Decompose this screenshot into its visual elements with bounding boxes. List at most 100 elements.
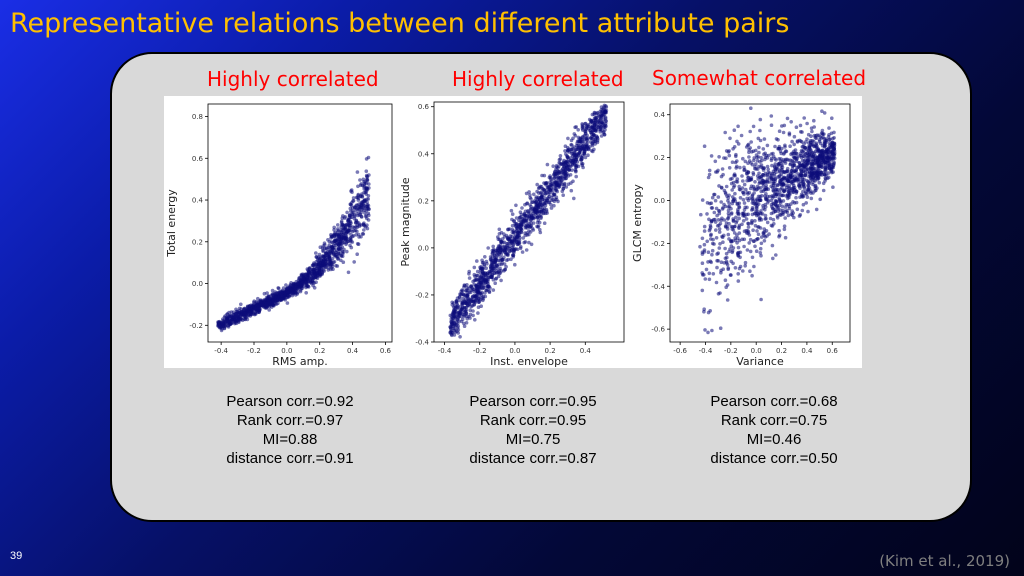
scatter-point [752,156,756,160]
scatter-point [809,149,813,153]
x-tick-label: 0.2 [776,347,787,355]
scatter-point [758,160,762,164]
scatter-point [748,269,752,273]
scatter-point [769,156,774,161]
scatter-point [805,195,810,199]
scatter-point [747,241,751,245]
scatter-points-2 [448,103,609,339]
scatter-point [737,184,741,189]
scatter-point [824,173,829,177]
scatter-point [700,250,705,254]
scatter-point [475,259,479,263]
scatter-point [756,194,761,199]
scatter-point [755,184,760,189]
scatter-point [545,211,549,215]
scatter-point [730,195,735,199]
scatter-point [803,173,808,177]
scatter-point [552,172,556,176]
scatter-point [723,130,727,135]
scatter-point [523,213,528,218]
scatter-point [756,177,760,181]
scatter-plot-3: -0.6 -0.4 -0.2 0.0 0.2 0.4 0.6 -0.6 -0.4 -0.2 0.0 0… [630,96,862,368]
scatter-point [355,211,359,216]
scatter-point [703,328,707,332]
scatter-point [460,288,464,292]
scatter-point [351,196,356,200]
scatter-point [566,145,570,150]
scatter-point [715,258,719,263]
plot-3-pearson: Pearson corr.=0.68 [710,393,838,410]
scatter-point [251,304,255,308]
scatter-point [735,202,739,206]
scatter-point [743,159,748,164]
scatter-point [340,223,344,227]
scatter-point [464,321,469,325]
scatter-point [573,125,577,130]
scatter-point [763,157,767,162]
scatter-point [732,173,736,178]
scatter-point [736,209,740,214]
x-axis-label: Variance [736,355,784,368]
scatter-point [818,153,822,158]
scatter-point [700,236,705,241]
scatter-point [776,209,781,213]
scatter-point [216,322,221,326]
scatter-point [547,175,552,180]
scatter-point [754,167,758,171]
scatter-point [338,246,343,251]
scatter-point [731,228,736,232]
x-tick-label: 0.6 [827,347,839,355]
scatter-point [314,280,318,284]
scatter-point [239,313,243,317]
scatter-point [829,155,833,160]
scatter-point [301,276,306,281]
scatter-point [220,321,225,326]
scatter-point [747,147,751,152]
x-tick-label: 0.0 [281,347,292,355]
scatter-point [228,322,233,326]
scatter-point [733,266,738,270]
scatter-point [562,162,566,166]
scatter-point [355,252,359,256]
scatter-point [365,197,369,202]
scatter-point [723,278,728,282]
scatter-point [803,189,808,194]
scatter-point [314,251,318,255]
scatter-point [277,290,281,294]
slide-title: Representative relations between differe… [10,8,790,39]
scatter-point [779,193,783,198]
scatter-point [540,203,544,208]
scatter-point [348,206,353,211]
scatter-point [568,156,573,160]
scatter-point [826,147,830,151]
scatter-point [330,256,335,261]
scatter-point [807,186,812,190]
scatter-point [797,173,802,178]
scatter-point [704,267,709,272]
scatter-point [716,195,721,199]
scatter-point [545,162,550,167]
scatter-point [244,307,249,312]
plot-3-distance: distance corr.=0.50 [710,450,838,467]
scatter-point [773,209,778,214]
scatter-point [483,255,487,259]
scatter-point [782,189,786,193]
scatter-point [746,212,750,217]
scatter-point [806,158,810,163]
scatter-point [813,189,817,193]
scatter-point [499,262,504,267]
scatter-point [304,291,308,295]
scatter-point [754,162,758,166]
scatter-point [537,206,541,210]
scatter-point [792,134,797,139]
scatter-point [535,211,539,216]
scatter-point [524,191,529,196]
scatter-point [814,207,819,212]
scatter-point [471,279,475,284]
scatter-point [523,233,527,238]
scatter-point [256,296,260,301]
scatter-point [362,179,366,184]
y-tick-label: -0.2 [651,240,665,248]
scatter-point [591,128,595,133]
scatter-point [480,286,485,291]
